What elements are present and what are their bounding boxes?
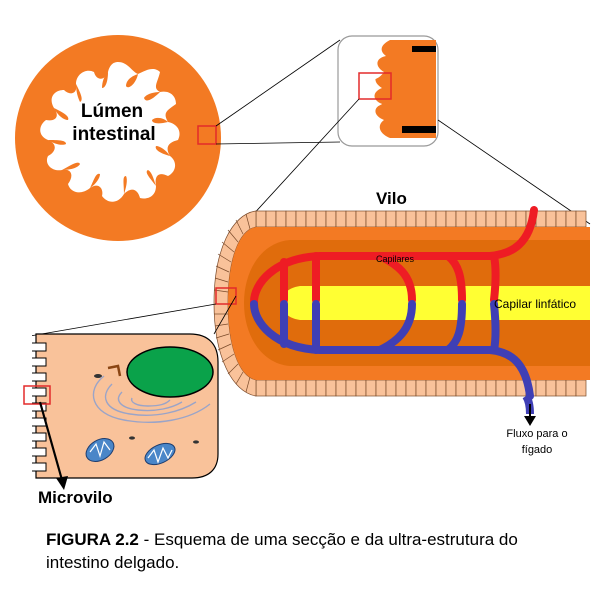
enterocyte-cell: Microvilo — [23, 333, 219, 507]
inset-highlight-box — [358, 72, 392, 100]
venous-capillaries — [250, 300, 534, 400]
microvillus-arrow-head — [56, 476, 68, 490]
zoom-lines-3 — [29, 295, 237, 337]
figure-caption-text: - Esquema de uma secção e da ultra-estru… — [46, 530, 518, 572]
zoom-lines-2 — [249, 98, 591, 225]
villus: Vilo Capilares Capilar linfático Fluxo p… — [213, 189, 590, 456]
wall-inset — [337, 35, 439, 147]
zoom-lines-1 — [215, 39, 341, 145]
microvilli — [29, 342, 47, 472]
figure-number: FIGURA 2.2 — [46, 530, 139, 549]
lumen-label-line1: Lúmen — [81, 101, 143, 122]
section-highlight-box — [197, 125, 217, 145]
villus-label: Vilo — [376, 189, 407, 208]
flow-arrow-head — [524, 416, 536, 426]
capillaries-label: Capilares — [376, 254, 415, 264]
figure-caption: FIGURA 2.2 - Esquema de uma secção e da … — [46, 528, 576, 574]
lymphatic-capillary-label: Capilar linfático — [494, 297, 576, 311]
flow-label-line2: fígado — [522, 444, 553, 456]
mitochondria — [85, 438, 176, 466]
lymphatic-capillary — [282, 286, 590, 320]
flow-label-line1: Fluxo para o — [506, 428, 567, 440]
intestine-cross-section: Lúmen intestinal — [15, 35, 221, 241]
golgi-membranes — [92, 375, 211, 423]
arterial-capillaries — [250, 206, 538, 306]
microvillus-label: Microvilo — [38, 488, 113, 507]
tip-cell-dividers — [213, 213, 251, 393]
nucleus — [126, 346, 214, 398]
lumen-label-line2: intestinal — [72, 124, 155, 145]
villus-bottom-cells — [255, 379, 587, 397]
cell-highlight-box — [23, 385, 51, 405]
